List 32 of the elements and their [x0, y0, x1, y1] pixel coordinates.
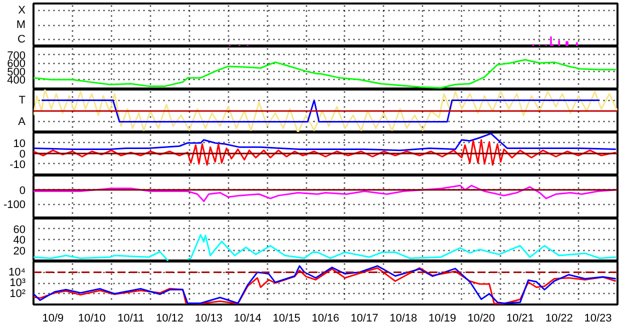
- y-tick-label: 10: [13, 138, 26, 150]
- x-tick-label: 10/10: [78, 312, 106, 324]
- x-tick-label: 10/9: [42, 312, 64, 324]
- y-tick-label: 10⁴: [8, 266, 26, 278]
- text: M: [16, 19, 26, 31]
- y-tick-label: 10³: [10, 277, 26, 289]
- text: X: [18, 4, 26, 17]
- x-tick-label: 10/18: [390, 312, 418, 324]
- y-tick-label: 60: [13, 224, 26, 236]
- x-tick-label: 10/22: [545, 312, 573, 324]
- y-tick-label: 40: [13, 234, 26, 247]
- x-tick-label: 10/15: [272, 312, 300, 324]
- y-tick-label: 0: [19, 184, 26, 197]
- y-tick-label: 20: [13, 246, 26, 258]
- y-tick-label: -10: [10, 158, 26, 171]
- x-tick-label: 10/20: [467, 312, 495, 324]
- x-tick-label: 10/23: [584, 312, 612, 324]
- x-tick-label: 10/19: [428, 312, 456, 324]
- y-tick-label: 400: [7, 74, 26, 87]
- x-tick-label: 10/14: [234, 312, 262, 324]
- x-tick-label: 10/12: [156, 312, 184, 324]
- text: C: [18, 33, 26, 46]
- x-tick-label: 10/13: [194, 312, 222, 324]
- x-tick-label: 10/17: [350, 312, 378, 324]
- text: T: [18, 94, 26, 106]
- text: A: [18, 116, 26, 128]
- x-tick-label: 10/21: [506, 312, 534, 324]
- x-tick-label: 10/11: [117, 312, 144, 324]
- y-tick-label: -100: [3, 199, 26, 212]
- y-tick-label: 10²: [10, 288, 26, 300]
- y-tick-label: 0: [19, 148, 26, 160]
- x-tick-label: 10/16: [312, 312, 340, 324]
